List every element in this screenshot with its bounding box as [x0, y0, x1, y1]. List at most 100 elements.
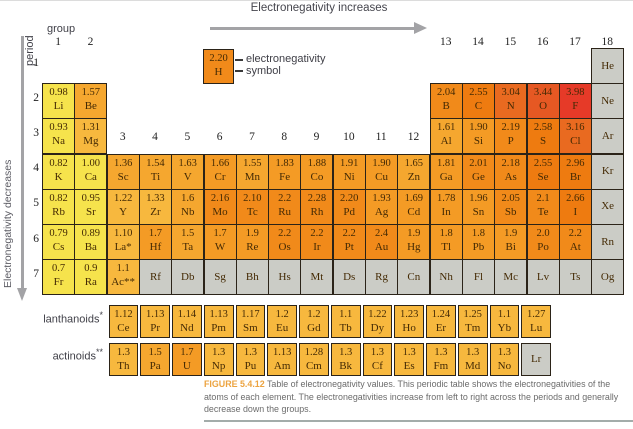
element-cell-Bk: 1.3 Bk	[330, 342, 361, 376]
element-cell-Lv: Lv	[526, 259, 560, 296]
electronegativity-value: 1.83	[275, 157, 294, 169]
element-symbol: N	[506, 100, 515, 113]
group-number-18: 18	[601, 36, 613, 48]
element-cell-Pb: 1.8 Pb	[461, 224, 495, 260]
electronegativity-value: 1.00	[81, 157, 101, 169]
group-number-2: 2	[87, 36, 94, 48]
element-cell-Nh: Nh	[429, 259, 463, 296]
actinoids-marker: **	[95, 347, 103, 357]
element-cell-Nd: 1.14 Nd	[172, 305, 202, 338]
element-cell-Cu: 1.90 Cu	[365, 153, 399, 190]
legend-symbol-label: symbol	[246, 65, 281, 77]
element-symbol: Og	[600, 270, 615, 283]
element-symbol: Ni	[343, 170, 355, 183]
legend-value-label: electronegativity	[246, 53, 326, 65]
electronegativity-value: 1.27	[526, 309, 546, 320]
element-symbol: Mt	[310, 270, 324, 283]
element-cell-In: 1.78 In	[429, 188, 463, 225]
element-symbol: Sc	[117, 170, 129, 183]
element-cell-Ca: 1.00 Ca	[74, 153, 108, 190]
element-symbol: Eu	[276, 322, 289, 334]
element-cell-Pu: 1.3 Pu	[235, 342, 266, 376]
group-number-16: 16	[536, 36, 549, 48]
element-symbol: Cd	[407, 205, 421, 218]
electronegativity-value: 2.05	[501, 192, 520, 204]
element-cell-Au: 2.4 Au	[365, 224, 399, 260]
electronegativity-value: 3.44	[533, 87, 553, 99]
element-symbol: Ra	[84, 276, 97, 289]
electronegativity-value: 1.6	[181, 192, 195, 204]
element-symbol: Cu	[375, 170, 388, 183]
element-symbol: C	[474, 100, 483, 113]
electronegativity-value: 1.61	[436, 122, 456, 134]
electronegativity-value: 1.33	[146, 192, 165, 204]
electronegativity-value: 1.3	[434, 346, 448, 358]
element-cell-Pd: 2.20 Pd	[332, 188, 366, 225]
group-number-1: 1	[55, 36, 62, 48]
element-cell-Db: Db	[171, 259, 205, 296]
element-symbol: No	[497, 359, 512, 372]
element-cell-Pm: 1.13 Pm	[203, 305, 234, 338]
element-cell-Pt: 2.2 Pt	[332, 224, 366, 260]
electronegativity-value: 1.54	[146, 157, 165, 169]
element-symbol: Y	[119, 205, 128, 218]
element-symbol: Pa	[149, 359, 161, 372]
element-cell-S: 2.58 S	[526, 118, 560, 155]
element-cell-Ge: 2.01 Ge	[461, 153, 495, 190]
element-cell-Re: 1.9 Re	[235, 224, 269, 260]
legend-element-symbol: H	[214, 66, 223, 78]
element-symbol: Ca	[84, 170, 97, 183]
element-symbol: Fr	[53, 276, 64, 289]
legend-tick-value	[235, 59, 243, 61]
element-cell-Tb: 1.1 Tb	[330, 305, 361, 338]
element-cell-W: 1.7 W	[203, 224, 237, 260]
element-cell-Mt: Mt	[300, 259, 334, 296]
element-cell-Al: 1.61 Al	[429, 118, 463, 155]
element-cell-Rg: Rg	[365, 259, 399, 296]
electronegativity-value: 1.3	[466, 346, 480, 358]
element-symbol: Re	[246, 241, 259, 253]
period-number-6: 6	[33, 232, 39, 245]
group-number-13: 13	[439, 36, 452, 48]
element-symbol: Np	[211, 359, 226, 372]
element-cell-Ba: 0.89 Ba	[74, 224, 108, 260]
element-symbol: Ds	[343, 270, 356, 283]
element-cell-V: 1.63 V	[171, 153, 205, 190]
element-symbol: Au	[374, 241, 389, 253]
element-symbol: Rb	[52, 205, 65, 218]
element-cell-Ce: 1.12 Ce	[108, 305, 139, 338]
electronegativity-value: 0.93	[49, 122, 68, 134]
element-cell-Sr: 0.95 Sr	[74, 188, 108, 225]
element-symbol: Li	[53, 100, 64, 113]
element-cell-Ts: Ts	[558, 259, 592, 296]
element-symbol: Kr	[601, 165, 614, 178]
electronegativity-value: 1.88	[307, 157, 327, 169]
element-cell-Mg: 1.31 Mg	[74, 118, 108, 155]
electronegativity-value: 2.0	[536, 228, 550, 239]
electronegativity-value: 1.8	[471, 228, 485, 239]
electronegativity-value: 0.79	[49, 228, 68, 239]
element-symbol: Ti	[150, 170, 161, 183]
element-symbol: Sr	[85, 205, 96, 218]
element-cell-Nb: 1.6 Nb	[171, 188, 205, 225]
electronegativity-value: 1.3	[116, 346, 130, 358]
element-symbol: Pm	[211, 322, 226, 334]
element-cell-Cn: Cn	[397, 259, 431, 296]
element-cell-Li: 0.98 Li	[42, 83, 76, 120]
element-symbol: Ag	[374, 205, 389, 218]
electronegativity-value: 1.90	[469, 122, 488, 134]
electronegativity-value: 1.1	[497, 309, 511, 320]
element-cell-Fl: Fl	[461, 259, 495, 296]
element-cell-Cm: 1.28 Cm	[299, 342, 329, 376]
electronegativity-value: 2.2	[310, 228, 324, 239]
electronegativity-value: 0.98	[49, 87, 68, 99]
element-cell-Ac: 1.1 Ac**	[106, 259, 140, 296]
electronegativity-value: 1.23	[399, 309, 419, 320]
element-symbol: La*	[114, 241, 132, 253]
element-symbol: Ga	[439, 170, 453, 183]
electronegativity-value: 2.10	[243, 192, 262, 204]
electronegativity-value: 1.78	[436, 192, 456, 204]
electronegativity-value: 0.9	[84, 263, 98, 275]
element-symbol: Cn	[407, 270, 421, 283]
element-cell-Ni: 1.91 Ni	[332, 153, 366, 190]
